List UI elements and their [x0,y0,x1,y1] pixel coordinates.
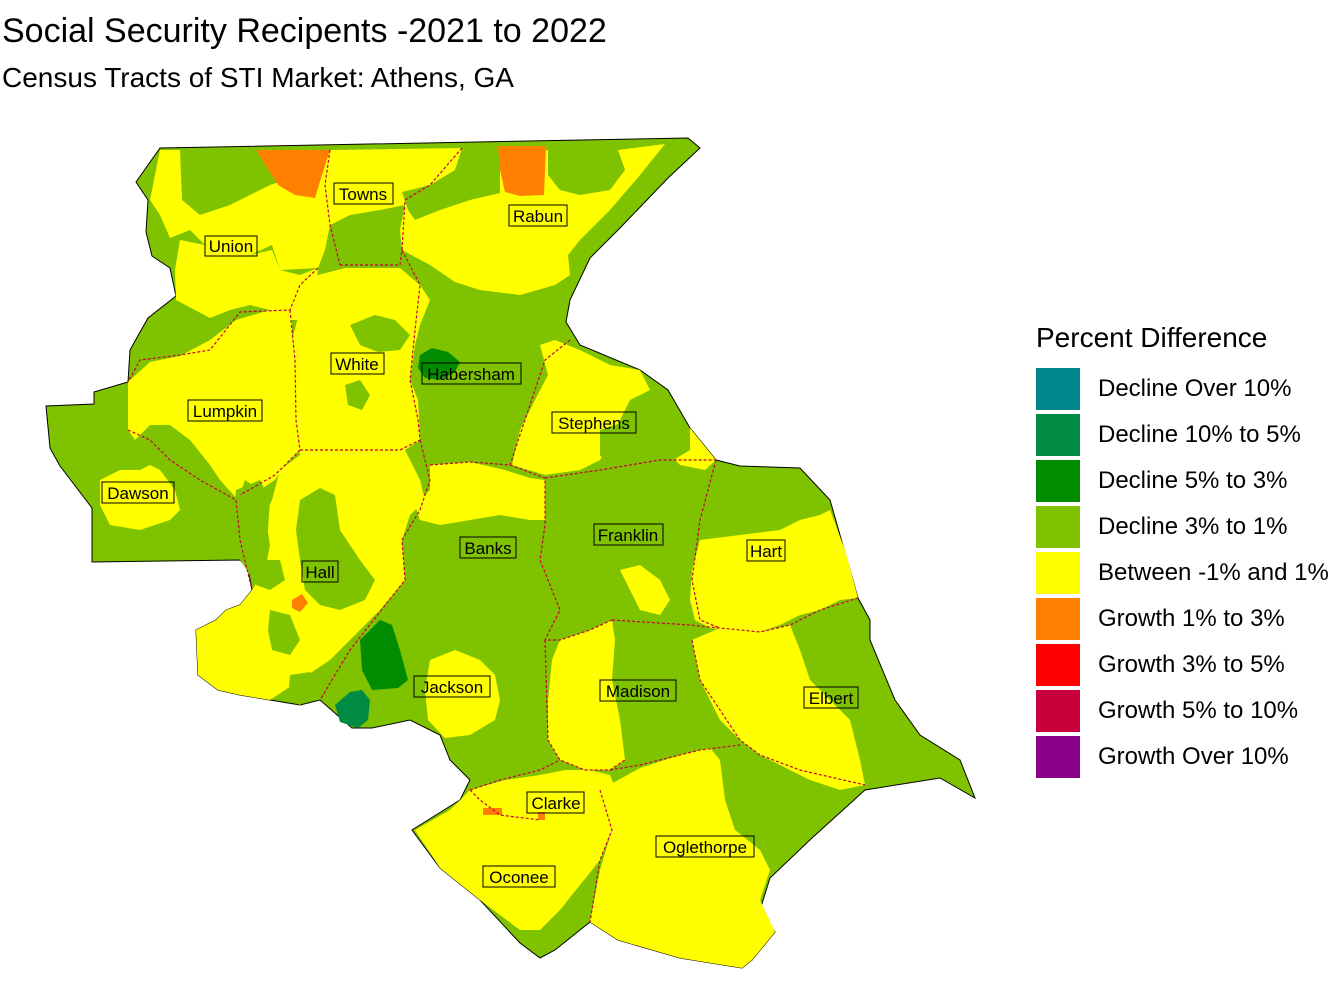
county-label-hart: Hart [746,539,786,562]
county-label-jackson: Jackson [413,675,491,698]
legend-label: Growth Over 10% [1098,743,1289,770]
county-label-elbert: Elbert [803,686,859,709]
county-label-text: Jackson [421,678,483,697]
county-label-towns: Towns [333,182,394,205]
county-labels: Towns Rabun Union White Habersham Lumpki… [101,182,859,888]
county-label-text: Hall [305,563,334,582]
legend-swatch [1036,644,1080,686]
county-label-text: White [335,355,378,374]
legend-label: Decline 3% to 1% [1098,513,1288,540]
county-label-text: Rabun [513,207,563,226]
legend-label: Decline 5% to 3% [1098,467,1288,494]
county-label-stephens: Stephens [551,411,637,434]
county-label-hall: Hall [301,560,339,583]
legend-swatch [1036,506,1080,548]
county-label-text: Franklin [598,526,658,545]
legend-label: Decline 10% to 5% [1098,421,1301,448]
legend-item: Decline 5% to 3% [1036,458,1329,504]
legend-swatch [1036,414,1080,456]
legend-label: Growth 1% to 3% [1098,605,1285,632]
legend: Percent Difference Decline Over 10% Decl… [1036,322,1329,780]
legend-label: Growth 5% to 10% [1098,697,1299,724]
county-label-text: Union [209,237,253,256]
map-subtitle: Census Tracts of STI Market: Athens, GA [2,62,514,93]
legend-item: Growth 3% to 5% [1036,642,1329,688]
habersham-decline-5-to-3 [418,348,460,380]
county-label-text: Elbert [809,689,854,708]
county-label-oconee: Oconee [482,865,556,888]
legend-swatch [1036,690,1080,732]
legend-title: Percent Difference [1036,322,1268,353]
green-patches [232,315,690,705]
jackson-decline-5-to-3 [360,620,408,690]
county-label-text: Banks [464,539,511,558]
legend-item: Growth 5% to 10% [1036,688,1329,734]
legend-item: Decline 10% to 5% [1036,412,1329,458]
legend-swatch [1036,736,1080,778]
legend-swatch [1036,552,1080,594]
orange-patches [256,146,546,820]
county-borders [127,147,866,923]
legend-item: Between -1% and 1% [1036,550,1329,596]
legend-item: Growth 1% to 3% [1036,596,1329,642]
county-label-text: Oconee [489,868,549,887]
county-label-oglethorpe: Oglethorpe [655,835,755,858]
legend-item: Decline Over 10% [1036,366,1329,412]
county-label-union: Union [204,235,258,257]
legend-label: Between -1% and 1% [1098,559,1329,586]
county-label-text: Madison [606,682,670,701]
county-label-clarke: Clarke [526,791,585,814]
county-label-habersham: Habersham [421,362,522,385]
jackson-decline-10-to-5 [335,690,370,728]
county-label-franklin: Franklin [593,523,664,546]
legend-label: Growth 3% to 5% [1098,651,1285,678]
county-label-text: Habersham [427,365,515,384]
county-label-text: Dawson [107,484,168,503]
legend-swatch [1036,460,1080,502]
legend-label: Decline Over 10% [1098,375,1292,402]
legend-swatch [1036,598,1080,640]
county-label-madison: Madison [599,679,677,702]
county-label-text: Lumpkin [193,402,257,421]
county-label-white: White [330,352,385,375]
legend-item: Growth Over 10% [1036,734,1329,780]
county-label-text: Oglethorpe [663,838,747,857]
map-title: Social Security Recipents -2021 to 2022 [2,12,607,50]
county-label-text: Hart [750,542,782,561]
county-label-rabun: Rabun [508,204,568,227]
legend-swatch [1036,368,1080,410]
county-label-text: Towns [339,185,387,204]
county-label-lumpkin: Lumpkin [187,399,263,422]
legend-item: Decline 3% to 1% [1036,504,1329,550]
county-label-banks: Banks [459,536,517,559]
county-label-dawson: Dawson [101,481,175,504]
county-label-text: Stephens [558,414,630,433]
county-label-text: Clarke [531,794,580,813]
